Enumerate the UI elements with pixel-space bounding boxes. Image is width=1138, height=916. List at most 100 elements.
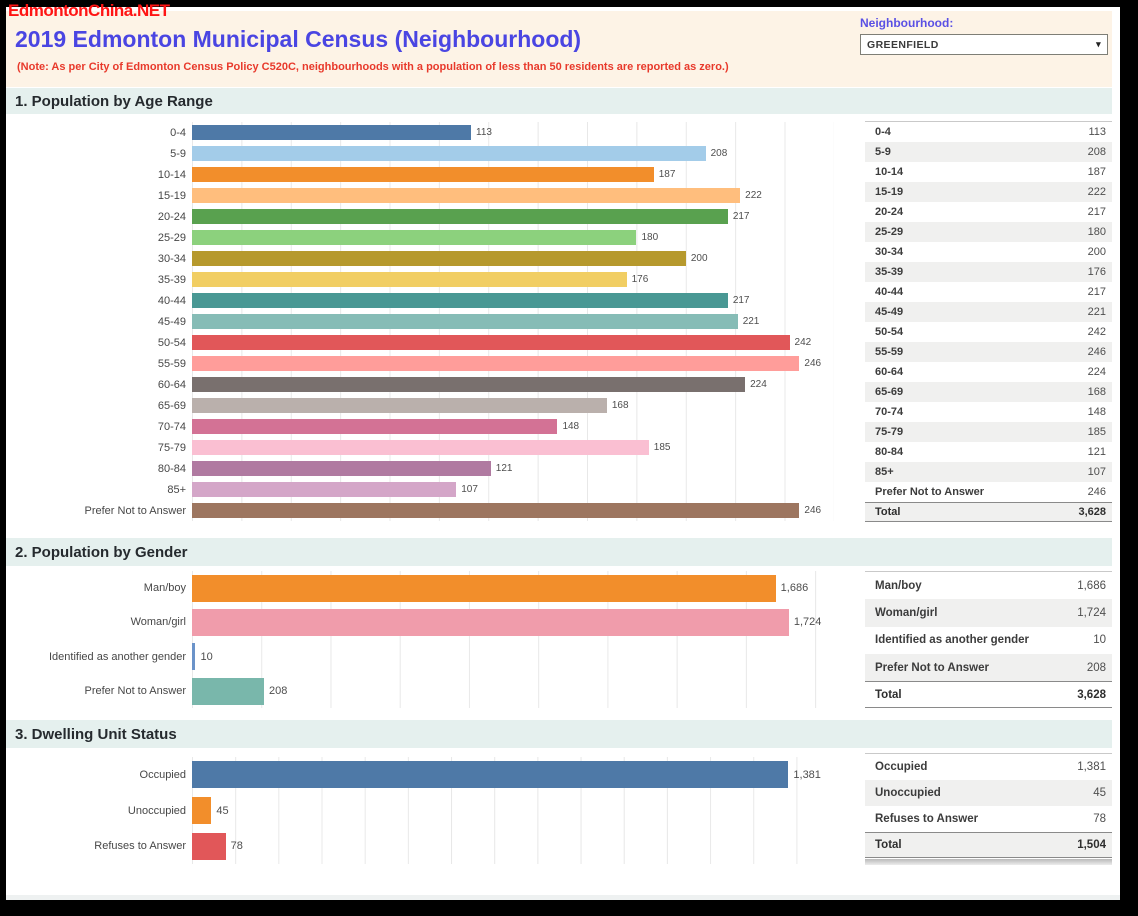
table-row[interactable]: 85+ 107 [865,462,1112,482]
category-label: 85+ [167,483,186,496]
chart-row: 45-49 221 [6,311,834,332]
bar[interactable] [192,251,686,266]
table-row[interactable]: Woman/girl 1,724 [865,599,1112,627]
category-label: Prefer Not to Answer [84,685,187,698]
table-row-label: 60-64 [875,366,904,378]
table-total-row[interactable]: Total 3,628 [865,502,1112,522]
bar[interactable] [192,272,627,287]
table-row[interactable]: 70-74 148 [865,402,1112,422]
section-header-age-range: 1. Population by Age Range [6,88,1112,114]
table-row-label: Woman/girl [875,606,938,619]
table-row-value: 1,724 [1077,606,1106,619]
category-label: Refuses to Answer [94,840,186,853]
plot-track: 217 [192,206,834,227]
bar[interactable] [192,677,264,705]
table-row-value: 3,628 [1078,506,1106,518]
plot-track: 221 [192,311,834,332]
category-label: 65-69 [157,399,186,412]
bar[interactable] [192,335,790,350]
category-label: 0-4 [170,126,186,139]
table-row[interactable]: 35-39 176 [865,262,1112,282]
table-row[interactable]: 60-64 224 [865,362,1112,382]
bar[interactable] [192,643,196,671]
table-total-row[interactable]: Total 3,628 [865,681,1112,709]
chevron-down-icon[interactable]: ▾ [1096,39,1101,49]
table-row-value: 224 [1087,366,1106,378]
table-row[interactable]: 10-14 187 [865,162,1112,182]
bar[interactable] [192,314,738,329]
table-row-value: 1,504 [1077,839,1106,851]
plot-track: 180 [192,227,834,248]
table-row-value: 222 [1087,186,1106,198]
bar[interactable] [192,377,746,392]
chart-row: Occupied 1,381 [6,757,829,793]
category-label: 5-9 [170,147,186,160]
plot-track: 10 [192,639,829,674]
plot-track: 113 [192,122,834,143]
bar[interactable] [192,293,728,308]
bar[interactable] [192,356,800,371]
bar[interactable] [192,188,741,203]
bar-value-label: 222 [745,190,762,201]
table-row[interactable]: Refuses to Answer 78 [865,806,1112,832]
bar[interactable] [192,503,800,518]
plot-track: 45 [192,792,829,829]
table-row[interactable]: Unoccupied 45 [865,780,1112,806]
bar[interactable] [192,419,558,434]
bar[interactable] [192,608,789,636]
table-row[interactable]: Identified as another gender 10 [865,627,1112,654]
table-row[interactable]: Man/boy 1,686 [865,572,1112,599]
chart-row: 75-79 185 [6,437,834,458]
table-total-row[interactable]: Total 1,504 [865,832,1112,858]
table-row-label: Prefer Not to Answer [875,661,989,674]
chart-row: 30-34 200 [6,248,834,269]
category-label: 30-34 [157,252,186,265]
table-row[interactable]: 40-44 217 [865,282,1112,302]
plot-track: 246 [192,500,834,521]
table-row[interactable]: 0-4 113 [865,122,1112,142]
plot-track: 148 [192,416,834,437]
bar[interactable] [192,461,491,476]
table-row[interactable]: 45-49 221 [865,302,1112,322]
table-row[interactable]: Prefer Not to Answer 246 [865,482,1112,502]
chart-row: Man/boy 1,686 [6,571,829,606]
bar[interactable] [192,761,789,789]
table-row[interactable]: 65-69 168 [865,382,1112,402]
category-label: Man/boy [143,582,186,595]
bar[interactable] [192,167,654,182]
chart-row: 70-74 148 [6,416,834,437]
table-row[interactable]: 50-54 242 [865,322,1112,342]
bar[interactable] [192,832,226,860]
table-row[interactable]: 25-29 180 [865,222,1112,242]
bar[interactable] [192,230,637,245]
table-row[interactable]: 55-59 246 [865,342,1112,362]
bar[interactable] [192,440,649,455]
chart-row: Prefer Not to Answer 246 [6,500,834,521]
table-row[interactable]: 75-79 185 [865,422,1112,442]
table-row[interactable]: 30-34 200 [865,242,1112,262]
table-row-label: 85+ [875,466,894,478]
chart-row: 85+ 107 [6,479,834,500]
table-row-label: Man/boy [875,579,922,592]
plot-track: 187 [192,164,834,185]
bar[interactable] [192,146,706,161]
bar[interactable] [192,209,728,224]
bar[interactable] [192,574,776,602]
bar[interactable] [192,125,472,140]
table-row[interactable]: 20-24 217 [865,202,1112,222]
table-row-label: 10-14 [875,166,904,178]
bar[interactable] [192,797,212,825]
table-row-label: Occupied [875,761,928,773]
table-row[interactable]: Prefer Not to Answer 208 [865,653,1112,682]
table-row-label: 50-54 [875,326,904,338]
chart-row: 10-14 187 [6,164,834,185]
table-row[interactable]: 5-9 208 [865,142,1112,162]
table-scrollbar[interactable] [865,859,1112,865]
neighbourhood-dropdown[interactable]: GREENFIELD ▾ [860,34,1108,55]
table-row[interactable]: 15-19 222 [865,182,1112,202]
table-row[interactable]: 80-84 121 [865,442,1112,462]
dwelling-bar-chart: Occupied 1,381 Unoccupied 45 Refuses to Answ… [6,757,829,865]
bar[interactable] [192,482,457,497]
bar[interactable] [192,398,607,413]
table-row[interactable]: Occupied 1,381 [865,754,1112,780]
